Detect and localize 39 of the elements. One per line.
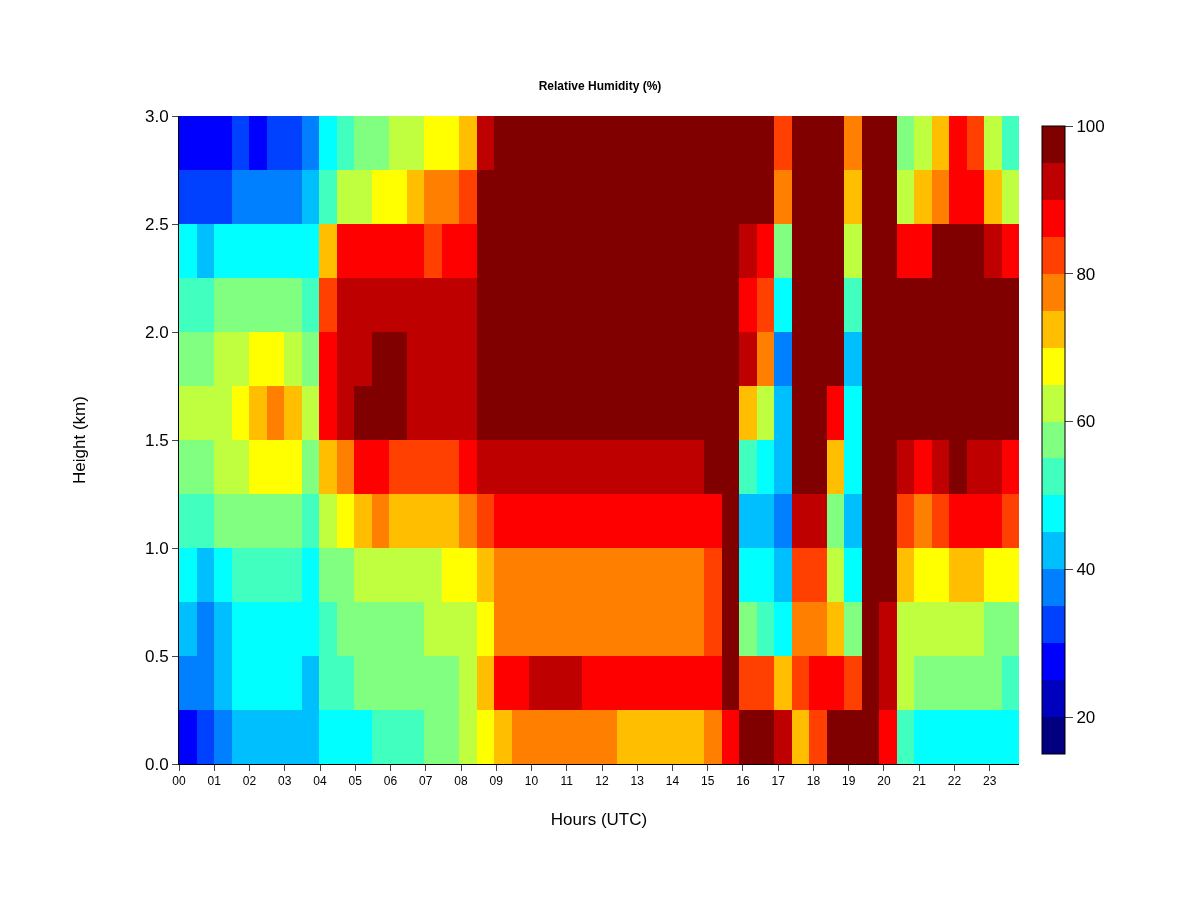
x-tick-label: 04 [313, 774, 327, 789]
x-tick-label: 01 [207, 774, 222, 789]
color-bar-label: 80 [1076, 264, 1096, 284]
x-tick-label: 12 [595, 774, 609, 789]
chart-title: Relative Humidity (%) [538, 78, 662, 93]
y-tick-label: 2.5 [144, 214, 169, 234]
x-tick-label: 14 [665, 774, 680, 789]
x-tick-label: 16 [736, 774, 750, 789]
x-tick-label: 15 [701, 774, 715, 789]
x-tick-label: 18 [806, 774, 821, 789]
y-tick-label: 0.5 [144, 646, 169, 666]
color-bar-label: 100 [1076, 116, 1105, 136]
y-tick-label: 0.0 [144, 754, 169, 774]
color-bar-label: 60 [1076, 412, 1096, 432]
color-bar-label: 20 [1076, 708, 1096, 728]
color-bar-label: 40 [1076, 560, 1096, 580]
x-tick-label: 20 [877, 774, 891, 789]
x-tick-label: 10 [524, 774, 539, 789]
x-tick-label: 13 [630, 774, 645, 789]
x-tick-label: 03 [278, 774, 292, 789]
y-tick-label: 1.0 [144, 538, 169, 558]
x-tick-label: 19 [842, 774, 856, 789]
x-axis-title: Hours (UTC) [550, 809, 648, 829]
x-tick-label: 07 [419, 774, 433, 789]
y-tick-label: 2.0 [144, 322, 169, 342]
y-tick-label: 1.5 [144, 430, 169, 450]
x-tick-label: 02 [242, 774, 257, 789]
y-axis-title: Height (km) [69, 396, 89, 484]
x-tick-label: 21 [912, 774, 927, 789]
x-tick-label: 17 [771, 774, 786, 789]
x-tick-label: 05 [348, 774, 363, 789]
x-tick-label: 09 [489, 774, 504, 789]
x-tick-label: 22 [947, 774, 962, 789]
x-tick-label: 11 [560, 774, 574, 789]
x-tick-label: 06 [383, 774, 398, 789]
x-tick-label: 23 [983, 774, 997, 789]
x-tick-label: 08 [454, 774, 468, 789]
y-tick-label: 3.0 [144, 106, 169, 126]
x-tick-label: 00 [172, 774, 186, 789]
